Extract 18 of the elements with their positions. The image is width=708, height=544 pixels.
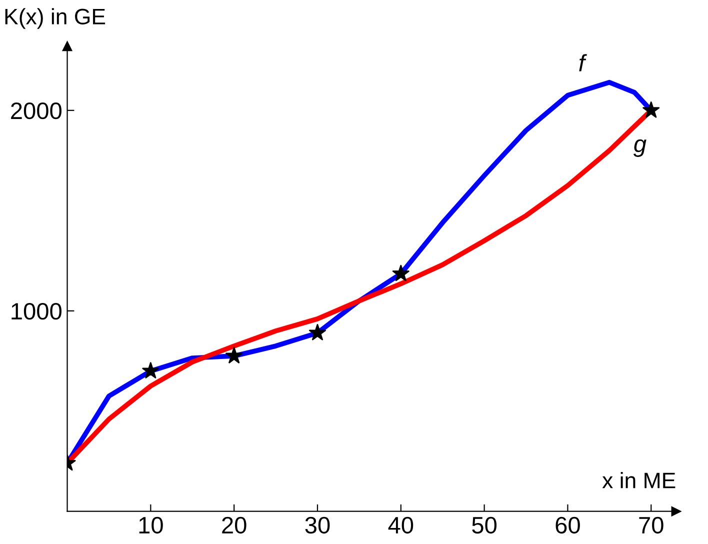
- x-tick-label: 60: [556, 516, 580, 534]
- series-label: g: [633, 139, 646, 157]
- point: [226, 347, 243, 364]
- point: [392, 264, 410, 282]
- x-tick-label: 70: [639, 516, 664, 534]
- x-tick-label: 30: [305, 516, 330, 534]
- x-axis-title: x in ME: [602, 472, 676, 488]
- y-tick-label: 1000: [12, 302, 62, 320]
- x-tick-label: 20: [222, 516, 246, 534]
- x-tick-label: 40: [388, 516, 414, 534]
- point: [308, 324, 326, 340]
- x-tick-label: 10: [139, 516, 163, 534]
- y-axis-title: K(x) in GE: [5, 8, 106, 29]
- point: [142, 362, 160, 378]
- x-tick-label: 50: [472, 516, 497, 534]
- y-tick-label: 2000: [11, 102, 62, 120]
- series-label: f: [579, 54, 587, 72]
- point: [642, 101, 660, 118]
